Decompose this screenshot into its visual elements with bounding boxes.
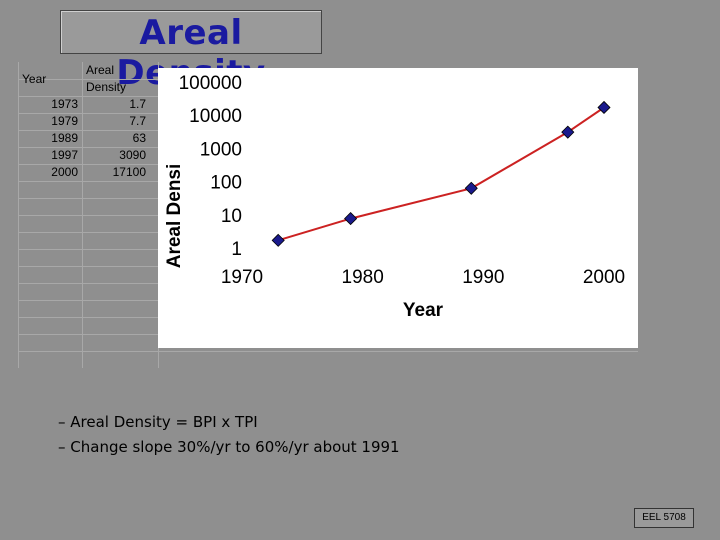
table-cell-year: 1989 [51,131,78,145]
table-cell-density: 1.7 [129,97,146,111]
table-header-year: Year [22,71,47,86]
y-tick-label: 10000 [189,106,242,127]
bullet-list: – Areal Density = BPI x TPI – Change slo… [58,410,400,460]
footer-course-tag: EEL 5708 [634,508,694,528]
slide-title-box: Areal Density [60,10,322,93]
data-point-marker [597,100,611,115]
y-axis-label: Areal Densi [164,164,185,269]
table-cell-year: 2000 [51,165,78,179]
bullet-item: – Areal Density = BPI x TPI [58,413,258,431]
table-row: 1973 1.7 [18,96,150,113]
table-row: 1979 7.7 [18,113,150,130]
data-point-marker [464,181,478,195]
data-point-marker [344,212,358,226]
y-tick-label: 1 [231,239,242,260]
table-row: 1989 63 [18,130,150,147]
table-header-row: Year Areal Density [18,62,150,96]
x-tick-label: 1990 [462,267,504,288]
table-cell-density: 3090 [119,148,146,162]
data-point-marker [561,125,575,139]
y-tick-label: 10 [221,206,242,227]
x-tick-label: 1980 [342,267,384,288]
table-row: 1997 3090 [18,147,150,164]
table-cell-year: 1997 [51,148,78,162]
data-table: Year Areal Density 1973 1.7 1979 7.7 198… [18,62,150,181]
series-line [277,106,605,242]
data-point-marker [271,233,285,247]
x-tick-label: 1970 [221,267,263,288]
x-axis-label: Year [403,300,444,321]
y-tick-label: 100000 [179,73,242,94]
table-cell-year: 1973 [51,97,78,111]
bullet-item: – Change slope 30%/yr to 60%/yr about 19… [58,438,400,456]
table-cell-year: 1979 [51,114,78,128]
chart-area: Areal Densi Year 1 10 100 1000 10000 100000 19… [158,68,638,348]
y-tick-label: 100 [210,173,242,194]
table-header-density: Areal Density [86,63,127,94]
table-row: 2000 17100 [18,164,150,181]
table-cell-density: 17100 [112,165,146,179]
table-cell-density: 63 [132,131,146,145]
y-tick-label: 1000 [200,139,242,160]
x-tick-label: 2000 [583,267,625,288]
table-cell-density: 7.7 [129,114,146,128]
line-chart: Areal Densi Year 1 10 100 1000 10000 100000 19… [164,73,625,321]
